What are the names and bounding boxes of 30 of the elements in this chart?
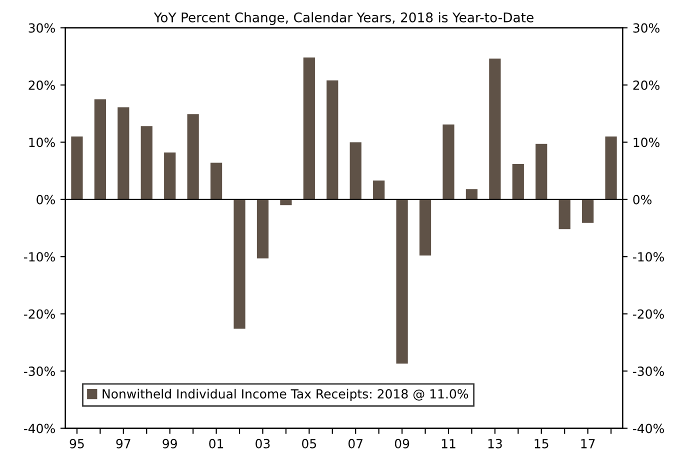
x-tick-label: 03	[256, 438, 270, 448]
y-tick-label: -40%	[24, 424, 55, 434]
y2-tick-label: -40%	[632, 424, 664, 434]
x-tick-label: 15	[534, 439, 548, 448]
y2-tick-label: 0%	[633, 194, 652, 204]
chart-title: YoY Percent Change, Calendar Years, 2018 is Year-to-Date	[154, 12, 534, 25]
y2-tick-label: -20%	[632, 309, 664, 319]
y-tick-label: -20%	[24, 309, 55, 319]
y-tick-label: 10%	[29, 138, 55, 148]
y2-tick-label: -10%	[632, 252, 664, 262]
y-tick-label: 30%	[28, 23, 55, 33]
legend-label: Nonwitheld Individual Income Tax Receipts: 2018 @ 11.0%	[102, 388, 468, 402]
x-tick-label: 01	[209, 438, 224, 448]
y2-tick-label: 20%	[633, 80, 660, 90]
x-tick-label: 05	[302, 438, 316, 448]
y2-tick-label: -30%	[632, 366, 664, 376]
y-tick-label: -10%	[24, 252, 55, 262]
y-tick-label: 20%	[28, 80, 55, 90]
x-tick-label: 07	[348, 438, 362, 448]
x-tick-label: 95	[70, 438, 84, 448]
x-tick-label: 99	[162, 438, 177, 448]
x-tick-label: 97	[116, 438, 130, 448]
y2-tick-label: 10%	[634, 138, 660, 148]
x-tick-label: 11	[442, 439, 456, 448]
x-tick-label: 09	[394, 438, 410, 448]
y2-tick-label: 30%	[633, 23, 660, 33]
y-tick-label: 0%	[36, 194, 55, 204]
x-tick-label: 13	[488, 438, 502, 448]
x-tick-label: 17	[581, 439, 595, 448]
y-tick-label: -30%	[24, 366, 55, 376]
